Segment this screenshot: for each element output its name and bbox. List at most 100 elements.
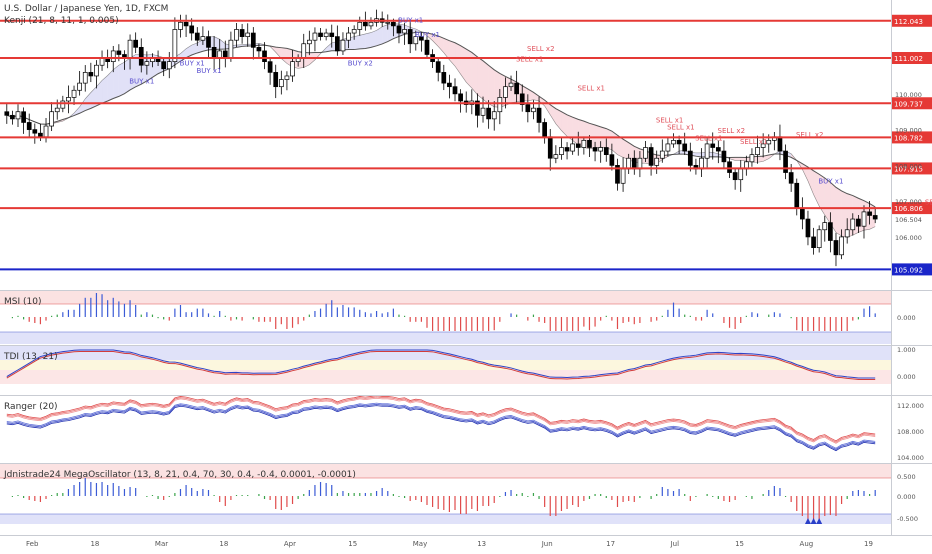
candle-bullish xyxy=(16,112,20,119)
time-tick-label: 18 xyxy=(219,540,228,548)
candle-bearish xyxy=(856,219,860,226)
level-price-label: 106.806 xyxy=(894,205,923,213)
candle-bullish xyxy=(481,108,485,115)
candle-bullish xyxy=(201,37,205,41)
ranger-tick-label: 104.000 xyxy=(897,454,924,462)
time-tick-label: Feb xyxy=(26,540,39,548)
candle-bullish xyxy=(503,87,507,98)
sell-signal-label: SELL x1 xyxy=(667,124,695,132)
kenji-band-segment xyxy=(808,167,814,194)
pane-divider[interactable] xyxy=(0,463,932,464)
candle-bearish xyxy=(587,140,591,147)
sell-signal-label: SELL x2 xyxy=(718,127,746,135)
candle-bearish xyxy=(834,241,838,255)
candle-bearish xyxy=(268,62,272,73)
candle-bearish xyxy=(240,29,244,36)
candle-bullish xyxy=(72,90,76,97)
tdi-tick-label: 0.000 xyxy=(897,373,916,381)
candle-bullish xyxy=(246,33,250,37)
tdi-lower-zone xyxy=(0,370,891,384)
time-tick-label: May xyxy=(413,540,427,548)
msi-oversold-zone xyxy=(0,332,891,344)
candle-bullish xyxy=(672,140,676,144)
sell-signal-label: SELL x2 xyxy=(796,131,824,139)
kenji-band-segment xyxy=(96,80,102,105)
candle-bearish xyxy=(38,133,42,137)
candle-bullish xyxy=(660,151,664,158)
tdi-mid-zone xyxy=(0,360,891,370)
candle-bearish xyxy=(263,51,267,62)
kenji-band-segment xyxy=(461,46,467,83)
candle-bullish xyxy=(347,33,351,40)
megaoscillator-pane-label: Jdnistrade24 MegaOscillator (13, 8, 21, … xyxy=(4,470,356,480)
candle-bullish xyxy=(862,212,866,226)
candle-bearish xyxy=(677,140,681,144)
candle-bullish xyxy=(369,22,373,26)
candle-bearish xyxy=(459,94,463,101)
candle-bearish xyxy=(565,148,569,152)
candle-bullish xyxy=(279,80,283,87)
ranger-band-line xyxy=(7,396,875,441)
candle-bearish xyxy=(363,22,367,26)
kenji-band-segment xyxy=(382,25,388,44)
pane-divider[interactable] xyxy=(0,290,932,291)
candle-bearish xyxy=(649,148,653,166)
candle-bullish xyxy=(666,144,670,151)
candle-bearish xyxy=(487,108,491,119)
candle-bullish xyxy=(324,33,328,37)
candle-bullish xyxy=(111,51,115,62)
candle-bearish xyxy=(134,40,138,47)
mega-lower-zone xyxy=(0,514,891,524)
level-price-label: 111.002 xyxy=(894,55,923,63)
candle-bearish xyxy=(447,83,451,87)
candle-bearish xyxy=(873,215,877,219)
candle-bullish xyxy=(655,158,659,165)
candle-bullish xyxy=(145,62,149,66)
buy-signal-label: BUY x2 xyxy=(348,60,373,68)
ranger-band-line xyxy=(7,398,875,443)
buy-signal-label: BUY x1 xyxy=(818,178,843,186)
candle-bearish xyxy=(868,212,872,216)
candle-bearish xyxy=(728,162,732,173)
pane-divider[interactable] xyxy=(0,395,932,396)
price-tick-label: 109.000 xyxy=(895,127,922,135)
candle-bullish xyxy=(55,108,59,112)
candle-bullish xyxy=(128,40,132,58)
candle-bullish xyxy=(50,112,54,126)
candle-bullish xyxy=(235,29,239,40)
candle-bearish xyxy=(117,51,121,55)
candle-bearish xyxy=(828,223,832,241)
time-tick-label: Apr xyxy=(284,540,296,548)
candle-bearish xyxy=(335,37,339,51)
candle-bearish xyxy=(184,22,188,26)
candle-bullish xyxy=(531,108,535,112)
sell-signal-label: SELL x1 xyxy=(740,138,768,146)
candle-bullish xyxy=(643,148,647,159)
candle-bearish xyxy=(391,22,395,26)
pane-divider[interactable] xyxy=(0,345,932,346)
mega-tick-label: -0.500 xyxy=(897,515,918,523)
candle-bearish xyxy=(716,148,720,152)
kenji-band-segment xyxy=(124,58,130,94)
candle-bullish xyxy=(559,148,563,155)
candle-bearish xyxy=(190,26,194,33)
candle-bearish xyxy=(89,72,93,76)
candle-bullish xyxy=(44,126,48,137)
candle-bearish xyxy=(33,130,37,134)
sell-signal-label: SELL x1 xyxy=(925,199,932,207)
candle-bearish xyxy=(604,148,608,155)
kenji-band-segment xyxy=(371,30,377,47)
price-axis-divider xyxy=(891,0,892,535)
candle-bearish xyxy=(711,144,715,148)
candle-bullish xyxy=(302,44,306,58)
candle-bearish xyxy=(543,122,547,136)
candle-bearish xyxy=(576,144,580,148)
candle-bearish xyxy=(632,158,636,169)
candle-bullish xyxy=(178,22,182,29)
mega-tick-label: 0.000 xyxy=(897,493,916,501)
buy-signal-label: BUY x1 xyxy=(415,31,440,39)
buy-signal-label: BUY x1 xyxy=(196,67,221,75)
candle-bullish xyxy=(509,83,513,87)
candle-bullish xyxy=(705,144,709,158)
